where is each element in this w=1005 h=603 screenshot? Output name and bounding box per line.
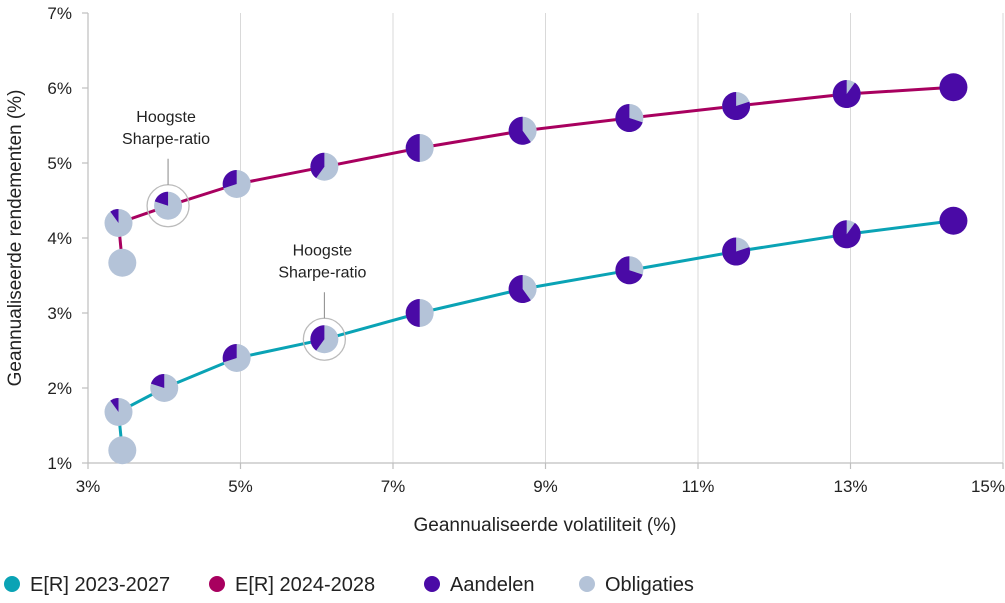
series-lines xyxy=(117,85,954,451)
series-line-2023-2027 xyxy=(117,219,954,451)
data-point xyxy=(104,398,133,426)
annotation-line: Sharpe-ratio xyxy=(278,264,366,281)
equity-slice xyxy=(615,104,643,132)
equity-slice xyxy=(310,152,325,179)
annotation-text: Hoogste Sharpe-ratio xyxy=(122,109,210,148)
data-point xyxy=(508,275,537,304)
y-tick-label: 1% xyxy=(47,454,72,473)
legend-label: Aandelen xyxy=(450,574,535,596)
legend: E[R] 2023-2027 E[R] 2024-2028 Aandelen Obli… xyxy=(4,574,694,596)
legend-label: E[R] 2023-2027 xyxy=(30,574,170,596)
bond-slice xyxy=(108,436,137,465)
equity-slice xyxy=(310,325,325,351)
legend-label: Obligaties xyxy=(605,574,694,596)
data-point xyxy=(222,344,251,372)
y-tick-label: 2% xyxy=(47,379,72,398)
data-point xyxy=(222,169,251,198)
data-point xyxy=(722,92,751,120)
data-point xyxy=(615,104,644,132)
legend-swatch xyxy=(209,576,225,592)
grid-lines xyxy=(240,13,1004,463)
y-tick-label: 5% xyxy=(47,154,72,173)
x-axis-title: Geannualiseerde volatiliteit (%) xyxy=(414,515,677,536)
data-point xyxy=(939,73,968,102)
equity-slice xyxy=(110,398,119,412)
x-tick-label: 7% xyxy=(381,477,406,496)
equity-slice xyxy=(405,134,420,162)
equity-slice xyxy=(405,299,420,328)
legend-label: E[R] 2024-2028 xyxy=(235,574,375,596)
equity-slice xyxy=(832,80,861,108)
x-tick-labels: 3% 5% 7% 9% 11% 13% 15% xyxy=(76,477,1005,496)
annotation-line: Hoogste xyxy=(293,242,353,259)
equity-slice xyxy=(154,191,169,206)
y-tick-labels: 1% 2% 3% 4% 5% 6% 7% xyxy=(47,4,72,473)
data-point xyxy=(310,325,339,354)
y-axis-title: Geannualiseerde rendementen (%) xyxy=(5,90,26,387)
equity-slice xyxy=(150,374,165,388)
x-tick-label: 9% xyxy=(533,477,558,496)
y-tick-label: 7% xyxy=(47,4,72,23)
x-tick-label: 15% xyxy=(971,477,1005,496)
data-point xyxy=(832,220,861,249)
y-tick-label: 4% xyxy=(47,229,72,248)
equity-slice xyxy=(939,73,968,102)
data-point xyxy=(508,116,537,145)
legend-swatch xyxy=(579,576,595,592)
x-tick-label: 13% xyxy=(833,477,867,496)
bond-slice xyxy=(108,248,137,277)
data-point xyxy=(154,191,183,220)
annotation-line: Sharpe-ratio xyxy=(122,131,210,148)
data-point xyxy=(108,248,137,277)
axes xyxy=(82,12,1004,469)
data-point xyxy=(405,134,434,162)
x-tick-label: 3% xyxy=(76,477,101,496)
y-tick-label: 6% xyxy=(47,79,72,98)
legend-item: E[R] 2023-2027 xyxy=(4,574,170,596)
legend-swatch xyxy=(424,576,440,592)
data-point xyxy=(104,209,133,237)
annotation-line: Hoogste xyxy=(136,109,196,126)
x-tick-label: 5% xyxy=(228,477,253,496)
annotations: Hoogste Sharpe-ratio Hoogste Sharpe-ratio xyxy=(122,109,367,361)
data-point xyxy=(150,374,179,402)
equity-slice xyxy=(939,206,968,235)
legend-swatch xyxy=(4,576,20,592)
data-point xyxy=(615,256,644,285)
equity-slice xyxy=(508,116,531,145)
y-tick-label: 3% xyxy=(47,304,72,323)
legend-item: Aandelen xyxy=(424,574,535,596)
legend-item: E[R] 2024-2028 xyxy=(209,574,375,596)
equity-slice xyxy=(110,209,119,223)
data-point xyxy=(939,206,968,235)
data-point xyxy=(310,152,339,181)
legend-item: Obligaties xyxy=(579,574,694,596)
x-tick-label: 11% xyxy=(682,477,715,496)
annotation-text: Hoogste Sharpe-ratio xyxy=(278,242,366,281)
equity-slice xyxy=(722,237,751,266)
equity-slice xyxy=(722,92,751,120)
equity-slice xyxy=(615,256,643,285)
equity-slice xyxy=(222,344,237,363)
equity-slice xyxy=(508,275,531,304)
data-point xyxy=(832,80,861,108)
equity-slice xyxy=(222,169,237,189)
data-point xyxy=(722,237,751,266)
data-point xyxy=(108,436,137,465)
data-points xyxy=(104,73,968,465)
data-point xyxy=(405,299,434,328)
equity-slice xyxy=(832,220,861,249)
